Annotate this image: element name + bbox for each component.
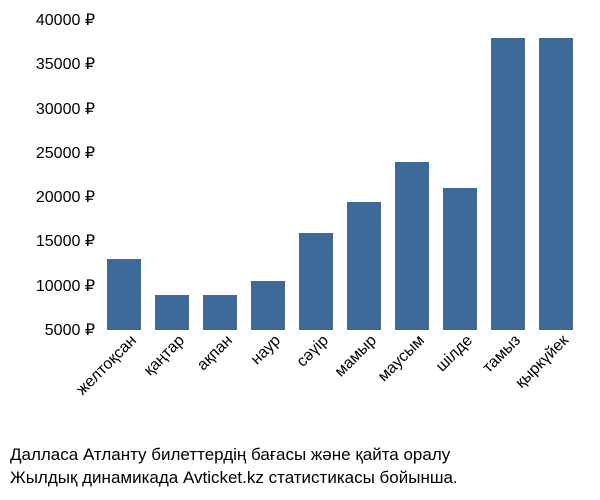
x-tick-label: маусым <box>375 332 429 386</box>
bar-slot <box>100 20 148 330</box>
x-tick-label: сәүір <box>294 332 333 371</box>
bar-slot <box>532 20 580 330</box>
chart-caption: Далласа Атланту билеттердің бағасы және … <box>10 444 458 490</box>
x-tick-label: тамыз <box>480 332 525 377</box>
bar <box>395 162 429 330</box>
x-tick-label: шілде <box>433 332 477 376</box>
y-tick-label: 35000 ₽ <box>36 54 95 74</box>
plot-area <box>100 20 580 330</box>
bars-container <box>100 20 580 330</box>
bar <box>155 295 189 330</box>
bar-slot <box>196 20 244 330</box>
x-tick-label: қаңтар <box>141 332 189 380</box>
bar <box>203 295 237 330</box>
bar-slot <box>148 20 196 330</box>
bar <box>107 259 141 330</box>
y-tick-label: 30000 ₽ <box>36 99 95 119</box>
y-tick-label: 20000 ₽ <box>36 187 95 207</box>
bar-slot <box>244 20 292 330</box>
x-axis: желтоқсанқаңтарақпаннаурсәүірмамырмаусым… <box>100 332 580 422</box>
bar <box>443 188 477 330</box>
bar-slot <box>340 20 388 330</box>
price-chart: 5000 ₽ 10000 ₽ 15000 ₽ 20000 ₽ 25000 ₽ 30000 … <box>0 0 600 500</box>
bar <box>251 281 285 330</box>
y-tick-label: 15000 ₽ <box>36 231 95 251</box>
bar-slot <box>388 20 436 330</box>
bar <box>299 233 333 330</box>
bar <box>347 202 381 330</box>
y-tick-label: 10000 ₽ <box>36 276 95 296</box>
y-tick-label: 40000 ₽ <box>36 10 95 30</box>
y-axis: 5000 ₽10000 ₽15000 ₽20000 ₽25000 ₽30000 … <box>0 20 95 330</box>
bar <box>539 38 573 330</box>
y-tick-label: 5000 ₽ <box>45 320 95 340</box>
x-tick-label: наур <box>248 332 285 369</box>
bar-slot <box>436 20 484 330</box>
bar-slot <box>292 20 340 330</box>
x-tick-label: ақпан <box>194 332 237 375</box>
bar-slot <box>484 20 532 330</box>
caption-line-1: Далласа Атланту билеттердің бағасы және … <box>10 444 458 467</box>
x-tick-label: желтоқсан <box>73 332 140 399</box>
caption-line-2: Жылдық динамикада Avticket.kz статистика… <box>10 467 458 490</box>
x-tick-label: мамыр <box>332 332 381 381</box>
bar <box>491 38 525 330</box>
y-tick-label: 25000 ₽ <box>36 143 95 163</box>
